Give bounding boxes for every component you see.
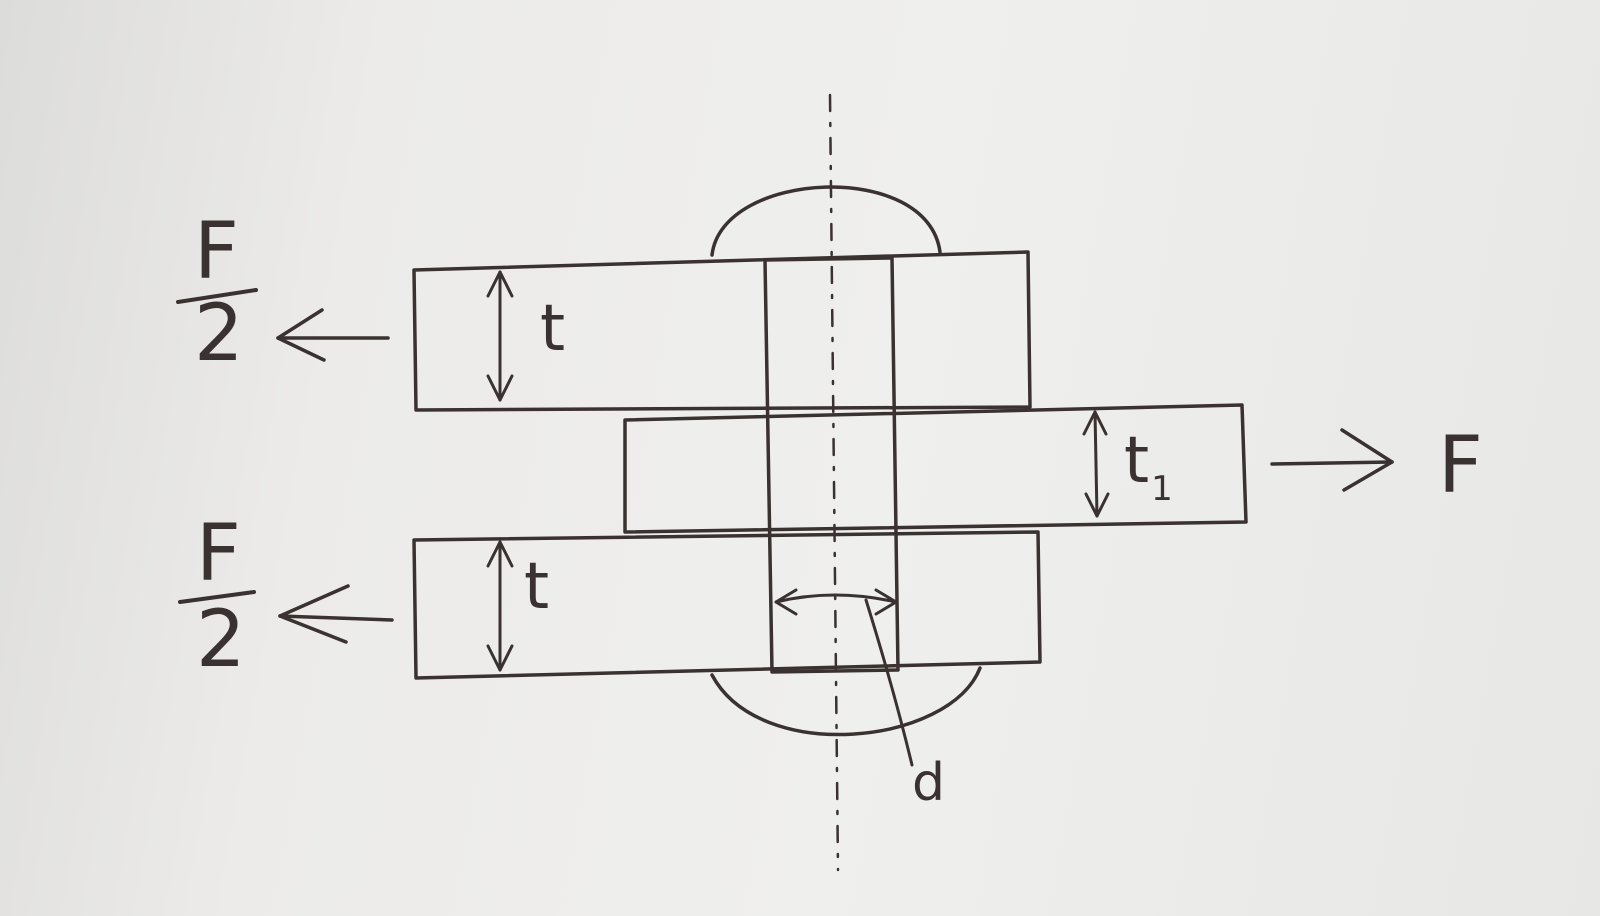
rivet-head-top — [710, 185, 942, 257]
top-fraction-bar — [176, 288, 258, 304]
middle-plate-thickness-symbol: t — [1124, 424, 1149, 498]
bottom-force-denominator: 2 — [196, 595, 246, 685]
rivet-head-bottom — [710, 666, 982, 737]
rivet-centerline — [828, 93, 840, 872]
right-force-label: F — [1438, 421, 1483, 511]
bottom-plate-thickness-label: t — [524, 550, 549, 624]
bottom-plate-thickness-dimension — [486, 540, 514, 672]
middle-plate-thickness-dimension — [1082, 410, 1110, 518]
top-plate-thickness-label: t — [540, 292, 565, 366]
bottom-force-numerator: F — [196, 509, 241, 599]
middle-plate-thickness-subscript: 1 — [1151, 469, 1173, 509]
top-left-force-arrow — [276, 308, 390, 362]
rivet-diameter-dimension — [774, 588, 914, 767]
bottom-fraction-bar — [178, 590, 256, 604]
bottom-left-force-arrow — [278, 584, 394, 644]
middle-plate — [623, 403, 1248, 534]
rivet-diameter-label: d — [912, 753, 945, 813]
top-force-numerator: F — [194, 207, 239, 297]
right-force-arrow — [1270, 428, 1394, 492]
top-force-denominator: 2 — [194, 289, 244, 379]
middle-plate-thickness-label: t1 — [1124, 424, 1173, 509]
bottom-plate — [412, 530, 1042, 680]
rivet-shank — [763, 256, 900, 674]
top-plate-thickness-dimension — [486, 270, 514, 402]
